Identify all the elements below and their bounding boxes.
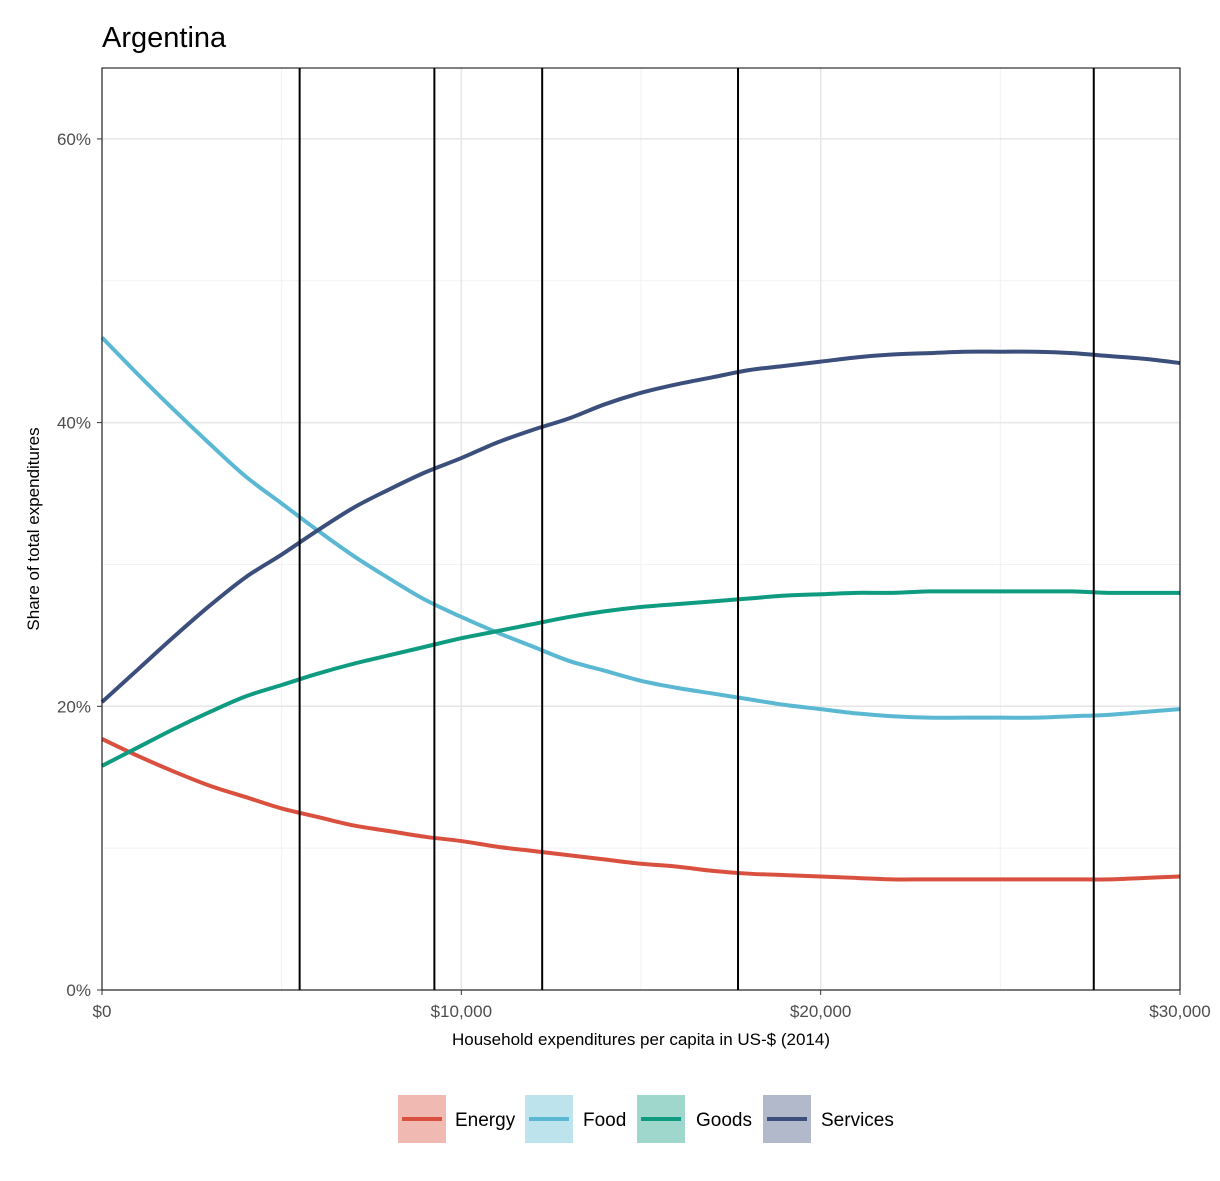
legend-item-food: Food bbox=[525, 1095, 626, 1143]
y-tick-label: 0% bbox=[66, 981, 91, 1000]
legend-label: Services bbox=[821, 1110, 894, 1131]
x-axis-label: Household expenditures per capita in US-… bbox=[452, 1030, 830, 1049]
x-tick-label: $20,000 bbox=[790, 1002, 851, 1021]
series-line-energy bbox=[101, 737, 1181, 882]
legend-item-energy: Energy bbox=[398, 1095, 516, 1143]
series-line-food bbox=[100, 336, 1181, 720]
grid-layer bbox=[101, 68, 1181, 991]
y-tick-label: 60% bbox=[57, 130, 91, 149]
x-tick-label: $10,000 bbox=[431, 1002, 492, 1021]
series-line-services bbox=[100, 349, 1181, 704]
legend-label: Food bbox=[583, 1110, 626, 1131]
legend-item-goods: Goods bbox=[637, 1095, 752, 1143]
chart-title: Argentina bbox=[102, 22, 227, 54]
y-axis-label: Share of total expenditures bbox=[24, 427, 43, 630]
series-line-goods bbox=[101, 589, 1180, 768]
series-layer bbox=[100, 336, 1181, 882]
axis-layer: $0 $10,000 $20,000 $30,000 0% 20% 40% 60% bbox=[57, 130, 1211, 1021]
marker-layer bbox=[298, 68, 1095, 990]
legend: Energy Food Goods Services bbox=[398, 1095, 894, 1143]
x-tick-label: $0 bbox=[93, 1002, 112, 1021]
y-tick-label: 20% bbox=[57, 697, 91, 716]
panel-border bbox=[101, 67, 1181, 991]
legend-label: Energy bbox=[455, 1110, 516, 1131]
legend-label: Goods bbox=[696, 1110, 752, 1131]
y-tick-label: 40% bbox=[57, 414, 91, 433]
legend-item-services: Services bbox=[763, 1095, 894, 1143]
x-tick-label: $30,000 bbox=[1149, 1002, 1210, 1021]
